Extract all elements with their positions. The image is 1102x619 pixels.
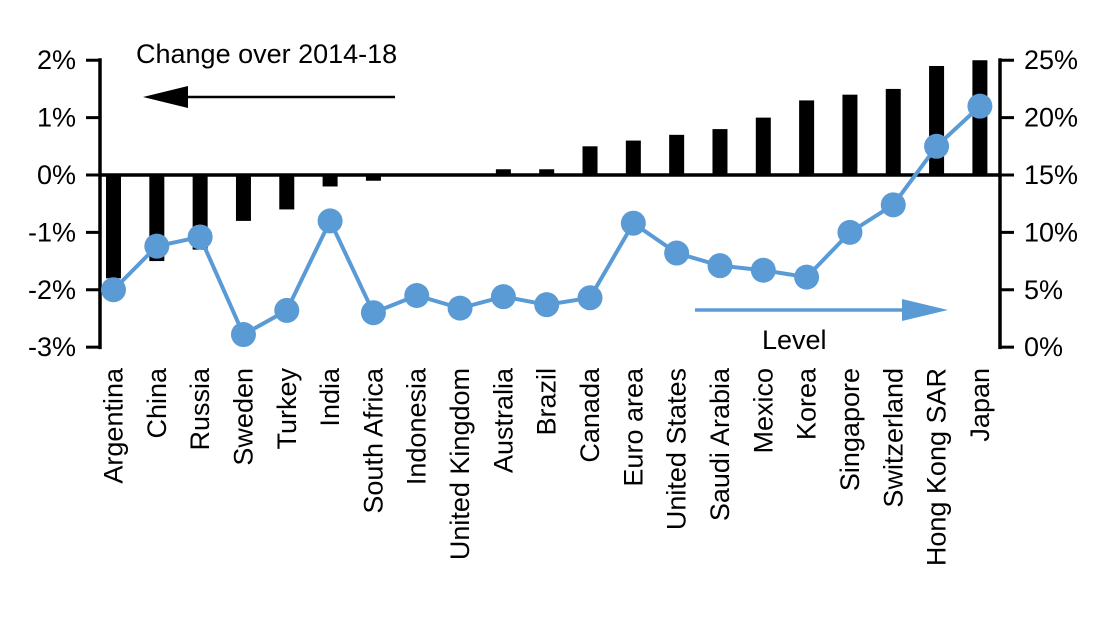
level-marker-india bbox=[317, 208, 343, 234]
category-label-turkey: Turkey bbox=[272, 368, 302, 450]
bar-korea bbox=[799, 100, 815, 175]
level-marker-korea bbox=[794, 264, 820, 290]
category-label-south-africa: South Africa bbox=[358, 367, 388, 514]
level-arrow-head-right-icon bbox=[902, 299, 948, 321]
category-label-india: India bbox=[315, 367, 345, 427]
category-label-brazil: Brazil bbox=[532, 368, 562, 436]
category-label-mexico: Mexico bbox=[748, 368, 778, 454]
level-marker-switzerland bbox=[880, 192, 906, 218]
bar-singapore bbox=[842, 94, 858, 175]
category-label-canada: Canada bbox=[575, 367, 605, 463]
level-marker-brazil bbox=[534, 292, 560, 318]
right-axis-tick-label: 0% bbox=[1024, 332, 1063, 362]
bar-turkey bbox=[279, 175, 295, 210]
bar-euro-area bbox=[625, 140, 641, 175]
category-label-sweden: Sweden bbox=[228, 368, 258, 466]
level-marker-singapore bbox=[837, 219, 863, 245]
category-label-russia: Russia bbox=[185, 367, 215, 451]
category-label-euro-area: Euro area bbox=[618, 367, 648, 487]
category-label-korea: Korea bbox=[792, 367, 822, 440]
level-marker-euro-area bbox=[620, 210, 646, 236]
bar-canada bbox=[582, 146, 598, 175]
level-marker-australia bbox=[490, 284, 516, 310]
category-label-united-states: United States bbox=[662, 368, 692, 530]
right-axis-tick-label: 20% bbox=[1024, 103, 1078, 133]
category-label-switzerland: Switzerland bbox=[878, 368, 908, 508]
category-label-hong-kong-sar: Hong Kong SAR bbox=[922, 368, 952, 566]
bar-australia bbox=[495, 169, 511, 175]
category-label-australia: Australia bbox=[488, 367, 518, 473]
level-marker-canada bbox=[577, 285, 603, 311]
level-marker-russia bbox=[187, 224, 213, 250]
category-label-indonesia: Indonesia bbox=[402, 367, 432, 485]
change-arrow-head-left-icon bbox=[143, 86, 188, 108]
right-axis-tick-label: 5% bbox=[1024, 275, 1063, 305]
level-marker-sweden bbox=[230, 322, 256, 348]
bar-series-label: Change over 2014-18 bbox=[136, 39, 398, 69]
line-series-label: Level bbox=[762, 325, 827, 355]
level-marker-saudi-arabia bbox=[707, 253, 733, 279]
bar-saudi-arabia bbox=[712, 129, 728, 175]
bar-argentina bbox=[106, 175, 121, 279]
category-label-japan: Japan bbox=[965, 368, 995, 442]
right-axis-tick-label: 15% bbox=[1024, 160, 1078, 190]
right-axis-tick-label: 10% bbox=[1024, 217, 1078, 247]
category-label-china: China bbox=[142, 367, 172, 439]
bar-brazil bbox=[539, 169, 555, 175]
level-marker-mexico bbox=[750, 257, 776, 283]
level-marker-united-states bbox=[664, 240, 690, 266]
level-marker-japan bbox=[967, 93, 993, 119]
level-marker-indonesia bbox=[404, 282, 430, 308]
right-axis-tick-label: 25% bbox=[1024, 45, 1078, 75]
bar-south-africa bbox=[365, 175, 381, 181]
level-marker-south-africa bbox=[360, 300, 386, 326]
bar-india bbox=[322, 175, 338, 187]
left-axis-tick-label: 0% bbox=[37, 160, 76, 190]
level-marker-united-kingdom bbox=[447, 295, 473, 321]
left-axis-tick-label: 1% bbox=[37, 103, 76, 133]
level-marker-hong-kong-sar bbox=[924, 133, 950, 159]
category-label-singapore: Singapore bbox=[835, 368, 865, 491]
left-axis-tick-label: -1% bbox=[28, 217, 76, 247]
bar-switzerland bbox=[885, 88, 901, 175]
bar-mexico bbox=[755, 117, 771, 175]
category-label-united-kingdom: United Kingdom bbox=[445, 368, 475, 560]
left-axis-tick-label: -2% bbox=[28, 275, 76, 305]
level-marker-argentina bbox=[101, 277, 126, 303]
level-marker-turkey bbox=[274, 297, 300, 323]
left-axis-tick-label: -3% bbox=[28, 332, 76, 362]
bar-sweden bbox=[235, 175, 251, 221]
left-axis-tick-label: 2% bbox=[37, 45, 76, 75]
level-marker-china bbox=[144, 233, 170, 259]
category-label-argentina: Argentina bbox=[99, 367, 129, 484]
category-label-saudi-arabia: Saudi Arabia bbox=[705, 367, 735, 521]
bar-united-states bbox=[669, 134, 685, 175]
